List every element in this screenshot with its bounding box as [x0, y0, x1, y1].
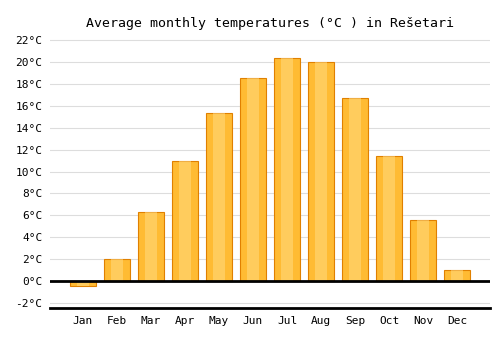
Bar [444, 270, 470, 281]
Bar [350, 98, 361, 281]
Bar [145, 212, 156, 281]
Bar [104, 259, 130, 281]
Bar [70, 281, 96, 286]
Bar [376, 156, 402, 281]
Bar [410, 219, 436, 281]
Bar [213, 113, 224, 281]
Bar [418, 219, 429, 281]
Bar [111, 259, 122, 281]
Bar [206, 113, 232, 281]
Bar [138, 212, 164, 281]
Bar [240, 78, 266, 281]
Bar [172, 161, 198, 281]
Bar [247, 78, 258, 281]
Bar [308, 62, 334, 281]
Bar [384, 156, 395, 281]
Bar [452, 270, 463, 281]
Title: Average monthly temperatures (°C ) in Rešetari: Average monthly temperatures (°C ) in Re… [86, 17, 454, 30]
Bar [274, 58, 300, 281]
Bar [316, 62, 327, 281]
Bar [342, 98, 368, 281]
Bar [179, 161, 190, 281]
Bar [77, 281, 88, 286]
Bar [282, 58, 293, 281]
